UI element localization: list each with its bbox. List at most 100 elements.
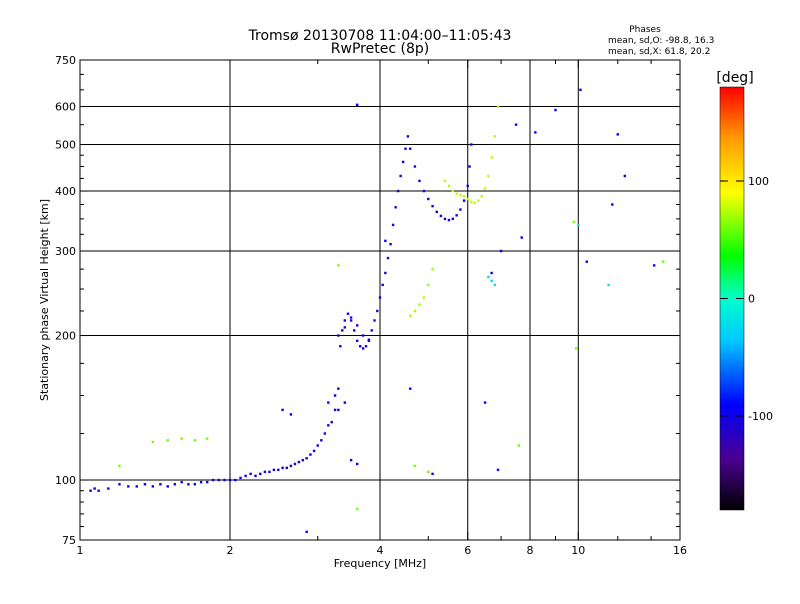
data-point	[652, 264, 656, 267]
data-point	[427, 197, 430, 201]
data-point	[135, 485, 138, 488]
data-point	[490, 156, 493, 159]
data-point	[337, 387, 340, 390]
data-point	[281, 466, 284, 470]
y-tick-label: 200	[55, 330, 76, 343]
data-point	[358, 345, 362, 348]
data-point	[205, 437, 209, 440]
y-tick-label: 300	[55, 245, 76, 258]
data-point	[349, 319, 353, 322]
data-point	[487, 174, 490, 178]
data-point	[352, 329, 356, 332]
data-point	[180, 437, 183, 440]
data-point	[217, 478, 221, 482]
data-point	[199, 480, 203, 484]
data-point	[309, 453, 312, 456]
x-tick-label: 1	[77, 544, 84, 557]
data-point	[418, 303, 421, 306]
data-point	[443, 217, 447, 221]
data-point	[384, 239, 387, 243]
data-point	[355, 339, 359, 343]
data-point	[333, 408, 337, 412]
data-point	[277, 468, 280, 472]
data-point	[409, 147, 412, 150]
y-tick-label: 100	[55, 474, 76, 487]
data-point	[297, 460, 301, 464]
data-point	[607, 283, 610, 287]
data-point	[499, 249, 503, 253]
data-point	[376, 309, 379, 313]
data-point	[373, 319, 376, 322]
data-point	[151, 440, 155, 444]
data-point	[330, 420, 333, 424]
data-point	[343, 401, 347, 404]
data-point	[143, 483, 147, 486]
data-point	[520, 236, 523, 239]
x-tick-label: 4	[377, 544, 384, 557]
y-axis: 75 100 200 300 400 500 600 750	[55, 54, 680, 547]
data-point	[327, 401, 330, 404]
colorbar-tick-label: 100	[748, 175, 769, 188]
data-point	[289, 413, 293, 416]
data-point	[320, 439, 323, 442]
data-point	[389, 242, 392, 246]
data-point	[413, 464, 417, 468]
data-point	[355, 103, 359, 106]
data-point	[346, 312, 350, 315]
colorbar-ticks: 100 0 -100	[720, 175, 773, 423]
data-point	[211, 478, 215, 482]
data-point	[493, 135, 497, 138]
data-point	[427, 283, 430, 287]
x-tick-label: 6	[464, 544, 471, 557]
x-tick-label: 16	[673, 544, 687, 557]
data-point	[249, 472, 252, 476]
data-point	[127, 485, 130, 488]
data-point	[661, 260, 665, 263]
chart-title: Tromsø 20130708 11:04:00–11:05:43	[248, 28, 512, 44]
data-point	[364, 345, 368, 348]
data-point	[517, 444, 521, 447]
data-point	[439, 214, 443, 218]
data-point	[577, 223, 580, 227]
data-point	[574, 347, 578, 350]
data-point	[337, 264, 340, 267]
data-point	[268, 470, 271, 474]
data-point	[316, 444, 319, 447]
data-point	[404, 147, 407, 150]
data-point	[435, 210, 438, 214]
data-point	[483, 401, 487, 404]
data-point	[293, 462, 297, 466]
data-point	[451, 217, 455, 221]
data-point	[361, 347, 365, 350]
data-point	[459, 208, 462, 211]
data-point	[611, 203, 614, 206]
data-point	[367, 339, 371, 343]
data-point	[459, 194, 462, 197]
data-point	[418, 179, 421, 183]
data-point	[585, 260, 588, 263]
data-point	[413, 165, 417, 168]
data-point	[180, 480, 183, 484]
data-point	[413, 309, 417, 313]
data-point	[490, 279, 493, 283]
data-point	[337, 334, 340, 337]
data-point	[399, 174, 402, 178]
data-point	[431, 267, 434, 271]
data-point	[572, 220, 576, 224]
data-point	[396, 189, 400, 193]
phase-header: Phases	[629, 25, 661, 35]
data-point	[349, 458, 353, 462]
data-point	[166, 485, 169, 488]
data-point	[579, 88, 582, 92]
data-point	[422, 189, 426, 193]
colorbar-tick-label: 0	[748, 293, 755, 306]
data-point	[468, 165, 471, 168]
data-point	[378, 296, 382, 299]
data-point	[166, 439, 169, 442]
data-point	[455, 214, 458, 217]
data-point	[490, 271, 493, 275]
data-point	[386, 256, 390, 260]
data-point	[289, 464, 293, 468]
data-point	[341, 329, 344, 332]
data-point	[89, 489, 92, 492]
